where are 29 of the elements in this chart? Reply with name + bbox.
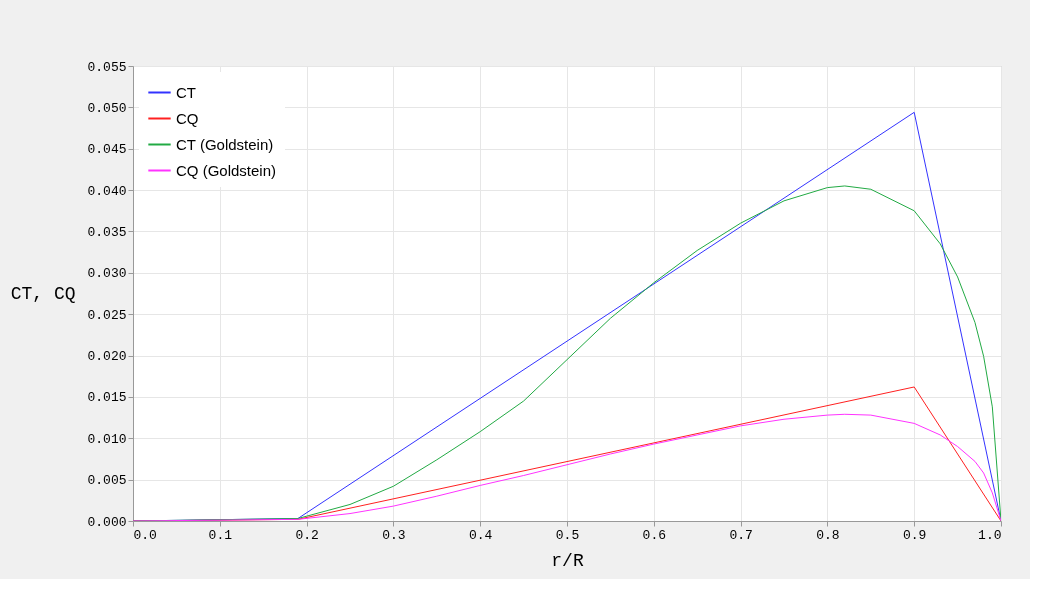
x-tick-label: 0.1	[208, 527, 233, 543]
y-tick-label: 0.055	[87, 59, 127, 75]
y-tick-label: 0.015	[87, 390, 127, 406]
y-tick-label: 0.020	[87, 349, 127, 365]
x-axis-title: r/R	[551, 550, 584, 571]
x-tick-label: 0.6	[642, 527, 666, 543]
x-tick-label: 0.2	[295, 527, 319, 543]
y-tick-label: 0.005	[87, 473, 127, 489]
y-tick-label: 0.010	[87, 431, 127, 447]
y-tick-label: 0.050	[87, 100, 127, 116]
x-tick-label: 0.8	[816, 527, 840, 543]
legend-label: CT	[176, 83, 196, 101]
x-tick-label: 0.5	[555, 527, 580, 543]
y-tick-label: 0.025	[87, 307, 127, 323]
legend-label: CQ (Goldstein)	[176, 161, 277, 179]
y-tick-label: 0.040	[87, 183, 127, 199]
y-axis-title: CT, CQ	[10, 284, 76, 304]
legend-label: CQ	[176, 109, 199, 127]
x-tick-label: 0.4	[469, 527, 493, 543]
y-tick-label: 0.000	[87, 514, 127, 530]
x-tick-label: 1.0	[978, 527, 1002, 543]
x-tick-label: 0.3	[382, 527, 406, 543]
y-tick-label: 0.035	[87, 224, 127, 240]
y-tick-label: 0.045	[87, 142, 127, 158]
x-tick-label: 0.0	[133, 527, 157, 543]
y-tick-label: 0.030	[87, 266, 127, 282]
x-tick-label: 0.9	[903, 527, 927, 543]
legend-label: CT (Goldstein)	[176, 135, 274, 153]
x-tick-label: 0.7	[729, 527, 753, 543]
